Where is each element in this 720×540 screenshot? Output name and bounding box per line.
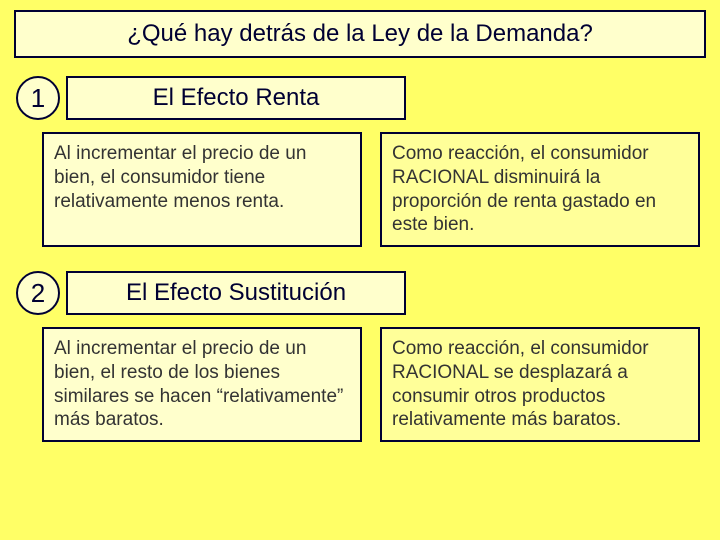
section-2-right-box: Como reacción, el consumidor RACIONAL se…: [380, 327, 700, 442]
section-2-body: Al incrementar el precio de un bien, el …: [42, 327, 706, 442]
section-1-left-box: Al incrementar el precio de un bien, el …: [42, 132, 362, 247]
section-1-number: 1: [16, 76, 60, 120]
section-2-left-box: Al incrementar el precio de un bien, el …: [42, 327, 362, 442]
section-1-right-box: Como reacción, el consumidor RACIONAL di…: [380, 132, 700, 247]
section-1-body: Al incrementar el precio de un bien, el …: [42, 132, 706, 247]
section-2-heading: El Efecto Sustitución: [66, 271, 406, 315]
section-2-number: 2: [16, 271, 60, 315]
slide-title: ¿Qué hay detrás de la Ley de la Demanda?: [14, 10, 706, 58]
section-1-heading: El Efecto Renta: [66, 76, 406, 120]
section-1-header: 1 El Efecto Renta: [14, 76, 706, 120]
section-2-header: 2 El Efecto Sustitución: [14, 271, 706, 315]
